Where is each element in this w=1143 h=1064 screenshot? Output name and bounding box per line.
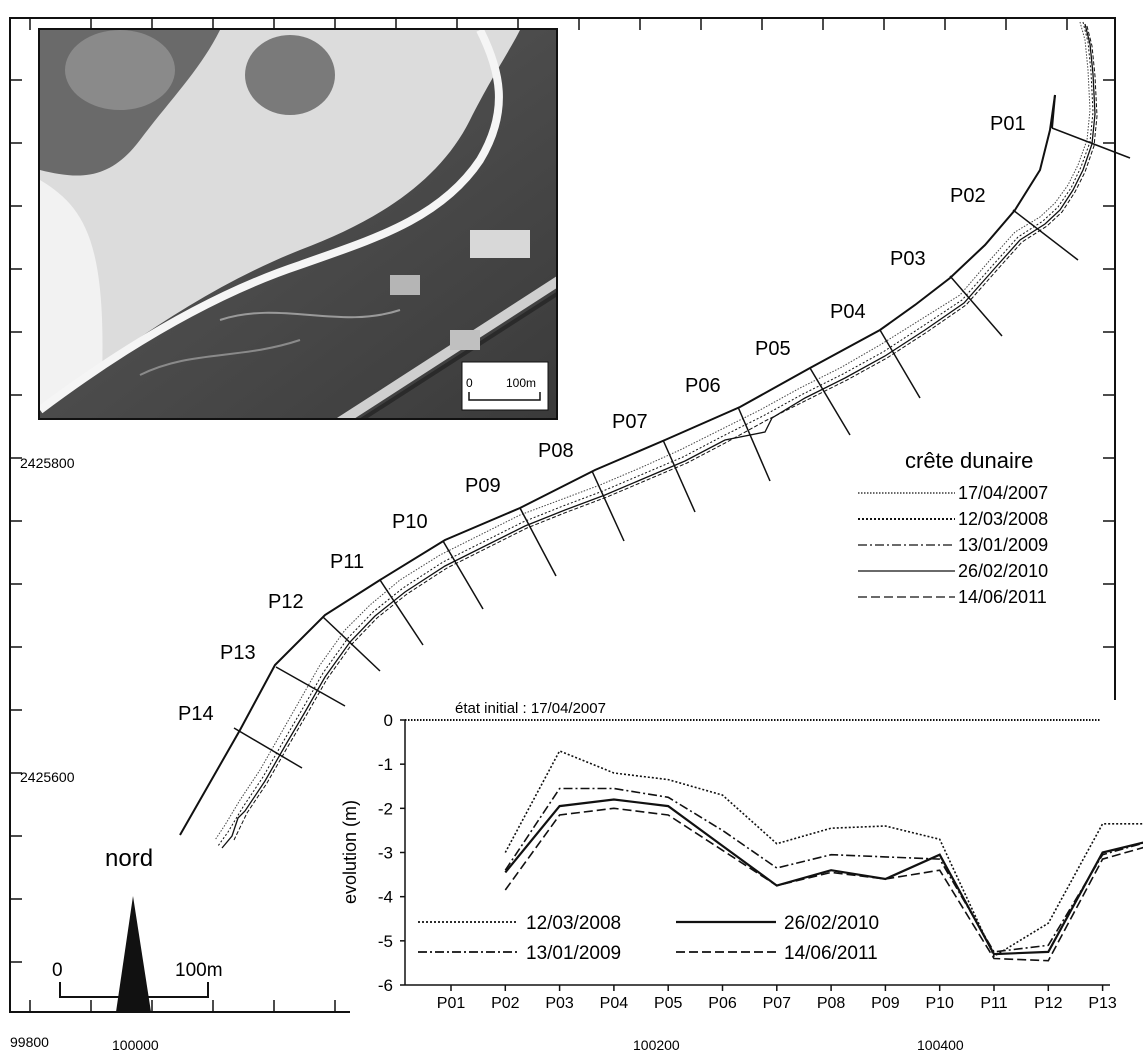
north-arrow: nord xyxy=(105,845,153,1012)
x-tick-label: P06 xyxy=(708,995,737,1012)
crest-legend-label: 13/01/2009 xyxy=(958,535,1048,555)
profile-label: P09 xyxy=(465,475,501,497)
profile-label: P13 xyxy=(220,642,256,664)
x-tick-label: P07 xyxy=(763,995,792,1012)
crest-legend-label: 17/04/2007 xyxy=(958,483,1048,503)
x-tick-label: P09 xyxy=(871,995,900,1012)
x-tick-label: P05 xyxy=(654,995,683,1012)
crest-legend-label: 14/06/2011 xyxy=(958,587,1047,607)
dune-crest-map xyxy=(179,21,1098,849)
profile-label: P12 xyxy=(268,591,304,613)
profile-transect xyxy=(737,406,771,482)
crest-legend: crête dunaire 17/04/2007 12/03/2008 13/01/… xyxy=(858,448,1048,607)
profile-transect xyxy=(591,470,625,542)
profile-transect xyxy=(519,507,557,577)
evolution-chart: état initial : 17/04/2007 evolution (m) … xyxy=(340,700,1143,1020)
profile-transects xyxy=(233,94,1131,769)
chart-legend: 12/03/2008 13/01/2009 26/02/2010 14/06/2011 xyxy=(418,913,879,964)
profile-label: P07 xyxy=(612,411,648,433)
x-tick-label: P13 xyxy=(1088,995,1117,1012)
chart-y-label: evolution (m) xyxy=(340,800,360,904)
profile-transect xyxy=(442,540,484,610)
profile-label: P10 xyxy=(392,511,428,533)
profile-labels: P01 P02 P03 P04 P05 P06 P07 P08 P09 P10 P11 P12 P13 P… xyxy=(178,113,1026,725)
y-tick-label: -2 xyxy=(378,799,393,818)
series-line-12-03-2008 xyxy=(504,749,1143,958)
chart-legend-label: 13/01/2009 xyxy=(526,943,621,964)
aerial-photo-image: 0 100m xyxy=(40,30,556,418)
profile-baseline xyxy=(179,94,1056,836)
profile-label: P03 xyxy=(890,248,926,270)
series-line-14-06-2011 xyxy=(504,807,1143,962)
y-tick-label: -4 xyxy=(378,888,393,907)
profile-transect xyxy=(949,275,1003,337)
bottom-coord-label: 100000 xyxy=(112,1037,159,1053)
map-scale-start: 0 xyxy=(52,960,63,981)
profile-label: P14 xyxy=(178,703,214,725)
photo-scale-start: 0 xyxy=(466,376,473,390)
y-tick-label: -3 xyxy=(378,844,393,863)
y-tick-label: 0 xyxy=(384,711,393,730)
profile-transect xyxy=(275,666,346,707)
baseline-label: état initial : 17/04/2007 xyxy=(455,700,606,717)
x-tick-label: P03 xyxy=(545,995,574,1012)
crest-legend-label: 26/02/2010 xyxy=(958,561,1048,581)
y-tick-label: -6 xyxy=(378,976,393,995)
map-scale-end: 100m xyxy=(175,960,223,981)
bottom-coord-label: 100400 xyxy=(917,1037,964,1053)
chart-legend-label: 14/06/2011 xyxy=(784,943,878,964)
profile-label: P11 xyxy=(330,551,364,573)
profile-transect xyxy=(322,616,381,672)
aerial-photo-inset: 0 100m xyxy=(38,28,558,420)
profile-label: P02 xyxy=(950,185,986,207)
crest-line-26-02-2010 xyxy=(221,23,1096,849)
photo-scale-end: 100m xyxy=(506,376,536,390)
crest-legend-title: crête dunaire xyxy=(905,448,1033,473)
x-tick-label: P01 xyxy=(437,995,466,1012)
photo-scale-box xyxy=(461,361,549,411)
profile-transect xyxy=(662,439,696,513)
left-coord-label: 2425600 xyxy=(20,769,75,785)
bottom-coord-label: 99800 xyxy=(10,1034,49,1050)
profile-baseline-end xyxy=(1051,94,1056,129)
profile-label: P04 xyxy=(830,301,866,323)
y-tick-label: -5 xyxy=(378,932,393,951)
x-tick-label: P08 xyxy=(817,995,846,1012)
profile-transect xyxy=(809,367,851,436)
x-tick-label: P12 xyxy=(1034,995,1063,1012)
profile-label: P08 xyxy=(538,440,574,462)
profile-transect xyxy=(1012,209,1079,261)
crest-line-12-03-2008 xyxy=(217,21,1094,847)
profile-transect xyxy=(1051,127,1131,159)
x-tick-label: P04 xyxy=(600,995,629,1012)
left-coord-label: 2425800 xyxy=(20,455,75,471)
profile-label: P05 xyxy=(755,338,791,360)
chart-legend-label: 26/02/2010 xyxy=(784,913,879,934)
profile-transect xyxy=(379,579,424,646)
crest-line-14-06-2011 xyxy=(233,25,1098,841)
profile-label: P01 xyxy=(990,113,1026,135)
north-label: nord xyxy=(105,845,153,872)
x-tick-label: P11 xyxy=(980,995,1007,1012)
profile-transect xyxy=(233,727,303,769)
chart-background xyxy=(350,700,1122,1020)
bottom-coord-label: 100200 xyxy=(633,1037,680,1053)
series-line-26-02-2010 xyxy=(504,798,1143,956)
photo-scale-bar xyxy=(468,392,541,401)
north-arrow-icon xyxy=(116,896,151,1012)
crest-line-17-04-2007 xyxy=(214,21,1091,841)
profile-label: P06 xyxy=(685,375,721,397)
x-tick-label: P02 xyxy=(491,995,520,1012)
y-tick-label: -1 xyxy=(378,755,393,774)
chart-legend-label: 12/03/2008 xyxy=(526,913,621,934)
crest-legend-label: 12/03/2008 xyxy=(958,509,1048,529)
x-tick-label: P10 xyxy=(925,995,954,1012)
profile-transect xyxy=(879,329,921,399)
map-scale-bar: 0 100m xyxy=(52,960,223,998)
series-line-13-01-2009 xyxy=(504,787,1143,953)
map-scale-bar-line xyxy=(59,982,209,998)
